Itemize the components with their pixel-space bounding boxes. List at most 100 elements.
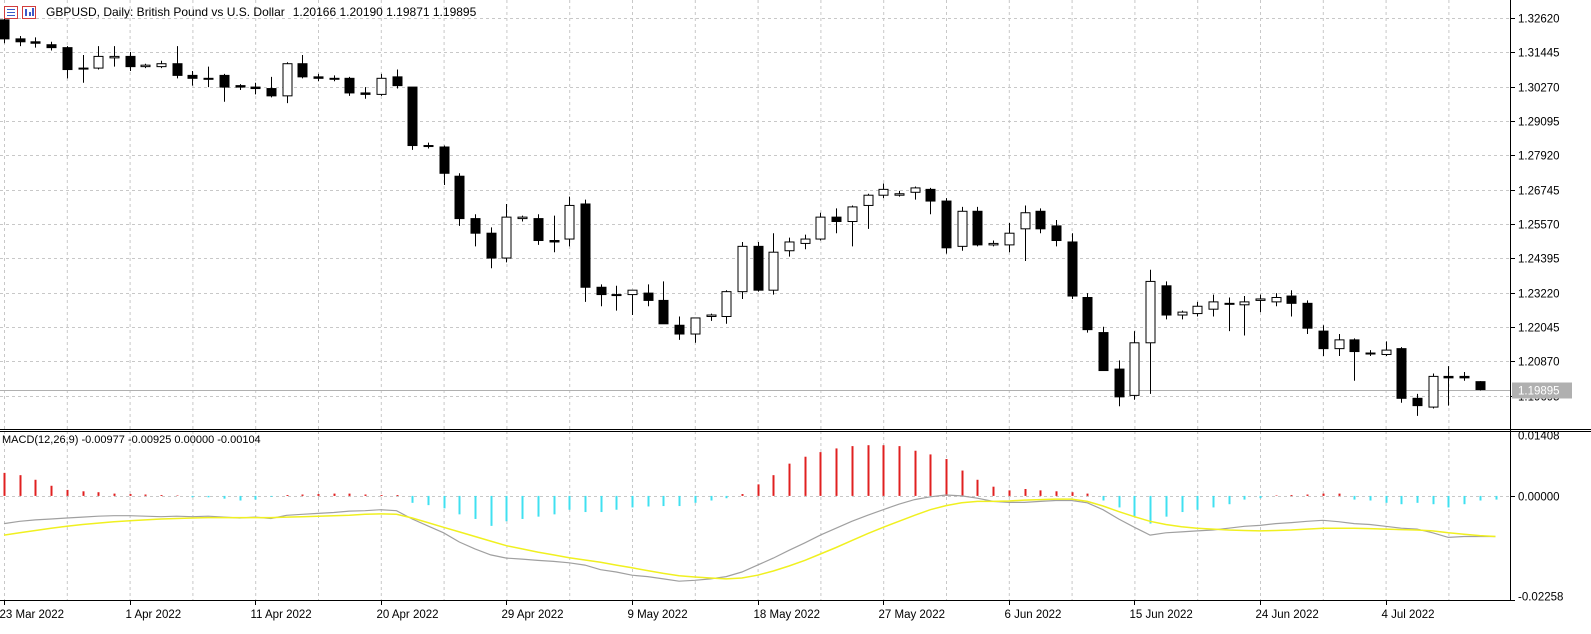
candle-down	[1396, 348, 1407, 399]
price-tick-label: 1.27920	[1518, 151, 1560, 163]
candle-up	[1334, 339, 1345, 350]
candle-up	[863, 194, 874, 206]
candle-down	[1412, 397, 1423, 407]
price-tick-label: 1.26745	[1518, 186, 1560, 198]
candle-up	[282, 63, 293, 97]
price-tick-label: 1.32620	[1518, 14, 1560, 26]
time-tick-label: 4 Jul 2022	[1382, 609, 1435, 621]
candle-down	[941, 200, 952, 249]
time-tick-label: 9 May 2022	[628, 609, 688, 621]
candle-up	[878, 188, 889, 196]
current-price-box	[1512, 382, 1572, 399]
price-tick-label: 1.30270	[1518, 83, 1560, 95]
candle-down	[454, 175, 465, 220]
candle-up	[768, 251, 779, 291]
candle-down	[297, 63, 308, 78]
candle-up	[1020, 212, 1031, 230]
candle-down	[925, 188, 936, 202]
candle-down	[658, 299, 669, 325]
macd-histogram	[3, 445, 1498, 526]
time-tick-label: 1 Apr 2022	[126, 609, 182, 621]
candle-up	[1208, 301, 1219, 310]
time-tick-label: 29 Apr 2022	[502, 609, 564, 621]
candle-up	[78, 67, 89, 70]
candle-down	[1286, 295, 1297, 304]
candle-up	[1428, 375, 1439, 408]
candle-down	[1082, 296, 1093, 331]
candle-down	[30, 41, 41, 44]
candle-down	[313, 76, 324, 79]
candle-up	[690, 317, 701, 335]
candle-up	[737, 245, 748, 293]
time-tick-label: 27 May 2022	[879, 609, 946, 621]
candle-up	[1145, 280, 1156, 344]
candle-up	[800, 238, 811, 244]
candle-up	[376, 77, 387, 95]
candle-down	[187, 74, 198, 79]
candle-up	[140, 64, 151, 68]
candle-down	[549, 240, 560, 243]
macd-line	[3, 494, 1496, 582]
price-tick-label: 1.25570	[1518, 220, 1560, 232]
candle-down	[15, 38, 26, 43]
candle-up	[627, 289, 638, 296]
candle-up	[1129, 342, 1140, 396]
candle-up	[203, 77, 214, 80]
time-tick-label: 23 Mar 2022	[0, 609, 64, 621]
candle-down	[172, 63, 183, 76]
candles[interactable]	[0, 16, 1486, 416]
current-price-label: 1.19895	[1518, 386, 1560, 398]
candle-down	[831, 216, 842, 223]
candle-down	[125, 55, 136, 68]
candle-down	[533, 218, 544, 242]
candle-up	[109, 55, 120, 59]
price-tick-label: 1.22045	[1518, 323, 1560, 335]
candle-down	[344, 77, 355, 94]
time-tick-label: 20 Apr 2022	[377, 609, 439, 621]
chart-type-icon[interactable]	[22, 5, 36, 19]
candle-up	[815, 216, 826, 240]
price-grid	[0, 0, 1510, 429]
candle-up	[1004, 232, 1015, 246]
candle-down	[1443, 375, 1454, 379]
signal-line	[3, 498, 1496, 580]
candle-down	[1459, 375, 1470, 379]
price-axis[interactable]: 1.32620 1.31445 1.30270 1.29095 1.27920 1.267…	[1510, 14, 1572, 404]
candle-down	[674, 324, 685, 335]
price-tick-label: 1.23220	[1518, 289, 1560, 301]
candle-up	[1177, 311, 1188, 316]
candle-up	[517, 216, 528, 220]
candle-up	[1255, 298, 1266, 301]
candle-down	[972, 210, 983, 246]
candle-down	[1349, 339, 1360, 353]
candle-down	[1475, 381, 1486, 391]
candle-up	[988, 242, 999, 246]
macd-tick-label: 0.00000	[1518, 492, 1560, 504]
candle-down	[392, 76, 403, 87]
price-tick-label: 1.20870	[1518, 357, 1560, 369]
macd-lines	[3, 494, 1496, 582]
candle-down	[1302, 302, 1313, 329]
candle-down	[439, 146, 450, 174]
candle-down	[360, 92, 371, 95]
candle-down	[470, 218, 481, 234]
macd-label: MACD(12,26,9) -0.00977 -0.00925 0.00000 …	[2, 434, 261, 446]
time-tick-label: 24 Jun 2022	[1256, 609, 1319, 621]
candle-down	[250, 86, 261, 90]
candle-down	[0, 19, 10, 40]
candle-down	[1035, 210, 1046, 230]
candle-down	[753, 245, 764, 291]
price-tick-label: 1.31445	[1518, 48, 1560, 60]
candle-up	[1192, 305, 1203, 315]
candle-up	[847, 206, 858, 223]
candle-up	[1365, 352, 1376, 355]
candle-up	[423, 145, 434, 148]
ticker-list-icon[interactable]	[4, 5, 18, 19]
candle-down	[1098, 332, 1109, 372]
ohlc-values: 1.20166 1.20190 1.19871 1.19895	[292, 5, 477, 19]
time-axis[interactable]: 23 Mar 2022 1 Apr 2022 11 Apr 2022 20 Apr 2…	[0, 600, 1435, 621]
candle-down	[1114, 368, 1125, 398]
candle-up	[564, 204, 575, 240]
candle-down	[219, 74, 230, 88]
